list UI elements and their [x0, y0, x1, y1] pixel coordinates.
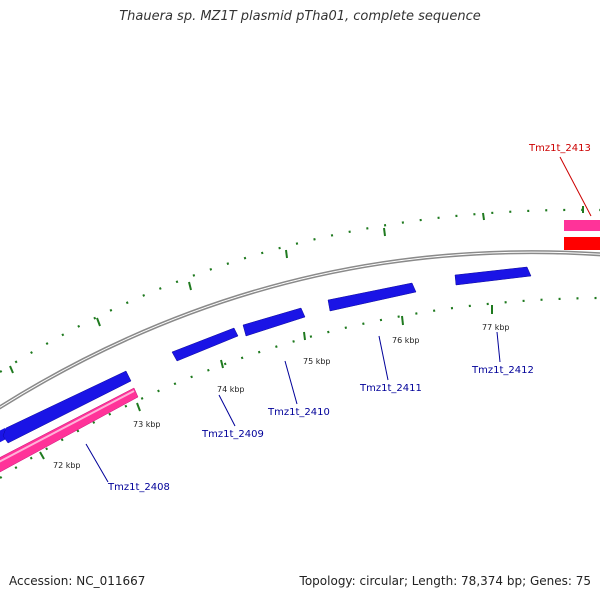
callout-2410 — [284, 360, 298, 405]
callout-2413 — [559, 156, 592, 217]
outer-major-tick-5 — [383, 227, 386, 237]
major-tick-73 — [136, 402, 141, 412]
map-title: Thauera sp. MZ1T plasmid pTha01, complet… — [119, 9, 481, 24]
outer-major-tick-1 — [9, 365, 14, 374]
tick-label-75: 75 kbp — [303, 357, 331, 366]
forward-cds-2411 — [327, 282, 417, 312]
outer-major-tick-3 — [188, 281, 192, 291]
gene-label-2409: Tmz1t_2409 — [201, 429, 264, 440]
major-tick-75 — [303, 331, 306, 341]
summary-text: Topology: circular; Length: 78,374 bp; G… — [299, 574, 591, 588]
forward-cds-2408 — [2, 370, 132, 444]
tick-label-77: 77 kbp — [482, 323, 510, 332]
reverse-cds-2408-highlight — [0, 390, 135, 463]
outer-major-tick-2 — [96, 317, 101, 327]
gene-label-2410: Tmz1t_2410 — [267, 407, 330, 418]
major-tick-76 — [401, 315, 404, 326]
major-tick-72 — [39, 451, 45, 460]
tick-label-76: 76 kbp — [392, 336, 420, 345]
gene-label-2411: Tmz1t_2411 — [359, 383, 422, 394]
forward-cds-2410 — [242, 307, 306, 337]
callout-2408 — [85, 443, 109, 483]
gene-label-2408: Tmz1t_2408 — [107, 482, 170, 493]
feature-2413-red — [564, 237, 600, 250]
inner-tick-ring — [0, 296, 600, 479]
callout-2412 — [496, 331, 501, 363]
forward-cds-2412 — [454, 266, 532, 286]
tick-label-73: 73 kbp — [133, 420, 161, 429]
outer-major-tick-4 — [285, 249, 288, 259]
callout-2411 — [378, 335, 389, 381]
outer-tick-ring — [0, 208, 600, 373]
reverse-cds-2408 — [0, 387, 139, 473]
tick-label-74: 74 kbp — [217, 385, 245, 394]
gene-label-2413: Tmz1t_2413 — [528, 143, 591, 154]
backbone-inner — [0, 251, 600, 408]
gene-label-2412: Tmz1t_2412 — [471, 365, 534, 376]
callout-2409 — [218, 394, 236, 427]
feature-2413-pink — [564, 220, 600, 231]
major-tick-74 — [220, 359, 224, 369]
accession-text: Accession: NC_011667 — [9, 574, 146, 588]
forward-cds-2409 — [171, 327, 239, 362]
tick-label-72: 72 kbp — [53, 461, 81, 470]
outer-major-tick-6 — [482, 212, 485, 221]
